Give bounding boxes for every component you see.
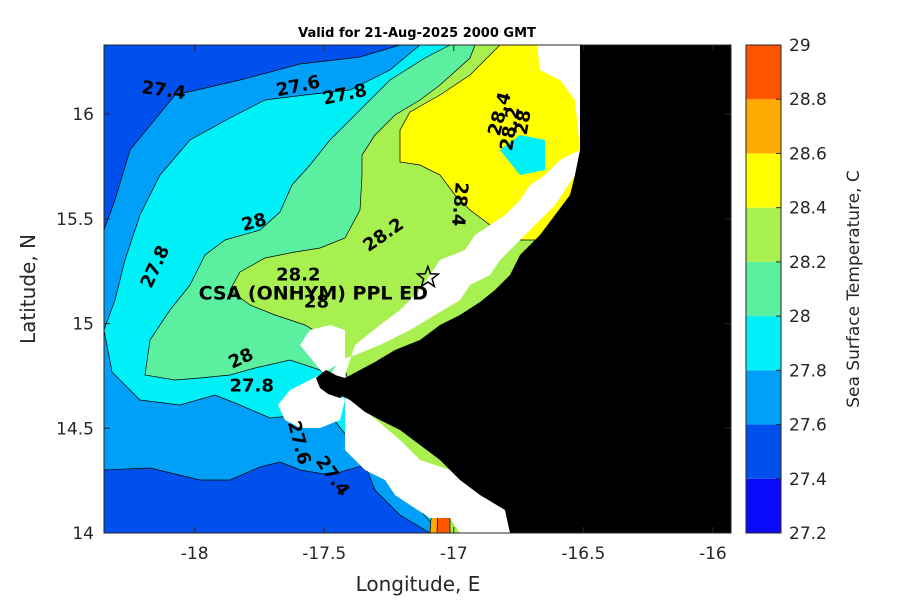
- colorbar: [746, 45, 781, 533]
- x-axis-ticks: -18 -17.5 -17 -16.5 -16: [181, 45, 727, 564]
- colorbar-tick-label: 28.2: [789, 253, 827, 273]
- site-star-icon: [415, 264, 441, 289]
- colorbar-tick-label: 29: [789, 36, 811, 56]
- figure-title: Valid for 21-Aug-2025 2000 GMT: [298, 26, 536, 41]
- map-axes-frame: [103, 44, 732, 534]
- contour-label: 28: [304, 292, 329, 313]
- colorbar-tick-label: 27.4: [789, 470, 827, 490]
- colorbar-swatch: [746, 424, 781, 479]
- site-marker-group: CSA (ONHYM) PPL ED: [199, 264, 441, 304]
- colorbar-tick-label: 28.4: [789, 199, 827, 219]
- cape-verde-headland: [316, 370, 350, 398]
- y-tick-label: 16: [72, 105, 94, 125]
- colorbar-tick-label: 28: [789, 307, 811, 327]
- contour-label: 28: [511, 108, 536, 136]
- y-axis-ticks: 14 14.5 15 15.5 16: [56, 105, 731, 544]
- colorbar-swatch: [746, 478, 781, 533]
- colorbar-swatch: [746, 99, 781, 154]
- colorbar-ticks: 27.2 27.4 27.6 27.8 28 28.2 28.4 28.6 28.8 29: [776, 36, 827, 544]
- contour-label: 27.8: [229, 375, 273, 396]
- colorbar-swatch: [746, 370, 781, 425]
- colorbar-frame: [745, 44, 782, 534]
- senegal-land: [318, 45, 731, 533]
- x-tick-label: -16: [699, 544, 727, 564]
- x-tick-label: -18: [181, 544, 209, 564]
- colorbar-swatch: [746, 45, 781, 100]
- coastal-strip-cyan: [500, 135, 545, 175]
- y-tick-label: 15.5: [56, 210, 94, 230]
- x-tick-label: -16.5: [561, 544, 605, 564]
- colorbar-tick-label: 28.6: [789, 144, 827, 164]
- map-area: [104, 45, 731, 533]
- colorbar-swatch: [746, 207, 781, 262]
- x-tick-label: -17.5: [302, 544, 346, 564]
- y-tick-label: 14: [72, 524, 94, 544]
- colorbar-swatch: [746, 316, 781, 371]
- colorbar-label: Sea Surface Temperature, C: [844, 170, 864, 408]
- contour-label: 28.2: [276, 264, 320, 285]
- site-label: CSA (ONHYM) PPL ED: [199, 282, 428, 304]
- dakar-peninsula-mask: [278, 325, 345, 428]
- contour-label: 28.4: [447, 181, 472, 227]
- y-tick-label: 14.5: [56, 419, 94, 439]
- colorbar-swatch: [746, 261, 781, 317]
- y-axis-label: Latitude, N: [16, 234, 40, 344]
- colorbar-tick-label: 28.8: [789, 90, 827, 110]
- colorbar-tick-label: 27.8: [789, 361, 827, 381]
- colorbar-swatch: [746, 153, 781, 208]
- y-tick-label: 15: [72, 315, 94, 335]
- x-axis-label: Longitude, E: [356, 572, 481, 596]
- colorbar-tick-label: 27.6: [789, 416, 827, 436]
- x-tick-label: -17: [440, 544, 468, 564]
- coastal-no-data-mask: [330, 45, 580, 533]
- colorbar-tick-label: 27.2: [789, 524, 827, 544]
